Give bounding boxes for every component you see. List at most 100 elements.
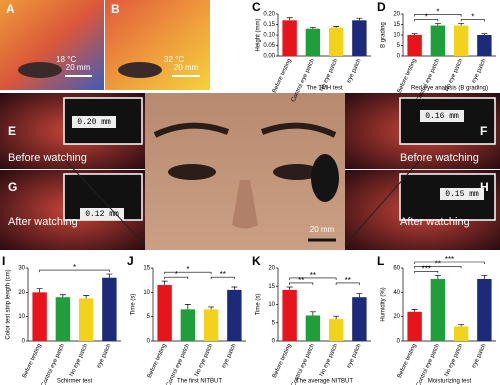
y-tick-label: 0.15 (263, 22, 275, 28)
x-tick-label: Before testing (147, 343, 168, 379)
x-axis-label: The TMH test (306, 86, 343, 92)
x-tick-label: No eye patch (319, 343, 339, 378)
panel-label: C (252, 0, 261, 14)
connector (64, 159, 146, 246)
x-tick-label: eye patch (471, 343, 487, 369)
error-bar (106, 273, 113, 278)
y-tick-label: 10 (18, 314, 25, 320)
x-axis-label: Moisturizing test (428, 379, 472, 385)
significance-label: * (73, 263, 76, 272)
y-tick-label: 20 (393, 314, 400, 320)
measure: 0.15 mm (445, 190, 479, 199)
significance-bracket (164, 271, 212, 275)
bar (78, 298, 94, 341)
bar (477, 35, 492, 56)
y-axis-label: Height (mm) (256, 18, 262, 51)
panel-label: K (252, 254, 261, 268)
panel-label: H (480, 180, 489, 194)
error-bar (83, 295, 90, 299)
y-tick-label: 10 (268, 302, 275, 308)
panel-label: A (6, 2, 15, 16)
significance-bracket (414, 19, 439, 22)
error-bar (458, 23, 465, 26)
photo-g: 0.12 mm G After watching (0, 170, 145, 250)
significance-bracket (39, 269, 110, 273)
significance-label: ** (345, 276, 351, 285)
x-axis-label: The first NITBUT (177, 379, 222, 385)
error-bar (161, 280, 168, 286)
significance-label: * (436, 8, 439, 17)
panel-label: I (2, 254, 5, 268)
y-tick-label: 0 (397, 54, 401, 60)
y-tick-label: 15 (268, 284, 275, 290)
significance-bracket (164, 276, 189, 280)
y-tick-label: 5 (147, 314, 151, 320)
x-tick-label: No eye patch (444, 343, 464, 378)
x-tick-label: eye patch (221, 343, 237, 369)
bar (102, 277, 117, 341)
photo-h: 0.15 mm H After watching (345, 170, 500, 250)
caption: After watching (400, 216, 470, 228)
measure-box (72, 116, 116, 128)
bar (407, 311, 422, 341)
x-tick-label: No eye patch (69, 343, 89, 378)
y-tick-label: 60 (393, 266, 400, 272)
bar (430, 25, 446, 56)
y-tick-label: 5 (272, 320, 276, 326)
significance-label: ** (435, 259, 441, 268)
measure-box (440, 188, 484, 200)
significance-label: *** (422, 264, 431, 273)
error-bar (36, 288, 43, 293)
panel-label: E (8, 124, 16, 138)
significance-label: * (471, 13, 474, 22)
bar (477, 278, 492, 341)
caption: Before watching (8, 152, 87, 164)
panel-label: B (111, 2, 120, 16)
measure: 0.12 mm (85, 210, 119, 219)
caption: Before watching (400, 152, 479, 164)
significance-bracket (289, 277, 337, 280)
bar (55, 297, 71, 341)
temperature: 32 °C (164, 55, 184, 64)
scale-label: 20 mm (174, 63, 199, 72)
y-axis-label: Time (s) (256, 294, 262, 316)
significance-bracket (414, 261, 485, 264)
y-tick-label: 0.05 (263, 43, 275, 49)
photo-f: 0.16 mm F Before watching (345, 93, 500, 169)
eye (18, 62, 62, 78)
bar (453, 25, 469, 56)
y-tick-label: 30 (18, 266, 25, 272)
bar (352, 20, 367, 56)
bar (203, 309, 219, 341)
y-axis-label: Humidity (%) (381, 287, 387, 321)
significance-label: ** (298, 276, 304, 285)
error-bar (59, 294, 66, 298)
bar (305, 28, 321, 56)
measure: 0.20 mm (77, 118, 111, 127)
error-bar (333, 26, 340, 28)
y-tick-label: 0 (397, 339, 401, 345)
error-bar (481, 33, 488, 35)
significance-bracket (414, 266, 462, 269)
error-bar (434, 274, 441, 279)
y-tick-label: 0 (22, 339, 26, 345)
significance-label: * (186, 265, 189, 274)
error-bar (309, 27, 316, 29)
error-bar (356, 17, 363, 21)
y-tick-label: 15 (143, 266, 150, 272)
error-bar (411, 309, 418, 312)
significance-label: ** (220, 270, 226, 279)
panel-label: G (8, 180, 17, 194)
bar (453, 326, 469, 341)
y-tick-label: 10 (393, 33, 400, 39)
significance-bracket (414, 14, 462, 17)
panel-label: D (377, 0, 386, 14)
x-tick-label: Before testing (22, 343, 43, 379)
panel-label: L (377, 254, 384, 268)
y-tick-label: 5 (397, 43, 401, 49)
y-axis-label: B grading (381, 22, 387, 48)
photo-a: A 18 °C 20 mm (0, 0, 104, 90)
x-axis-label: Schirmer test (57, 379, 93, 385)
significance-label: ** (310, 271, 316, 280)
error-bar (208, 306, 215, 310)
